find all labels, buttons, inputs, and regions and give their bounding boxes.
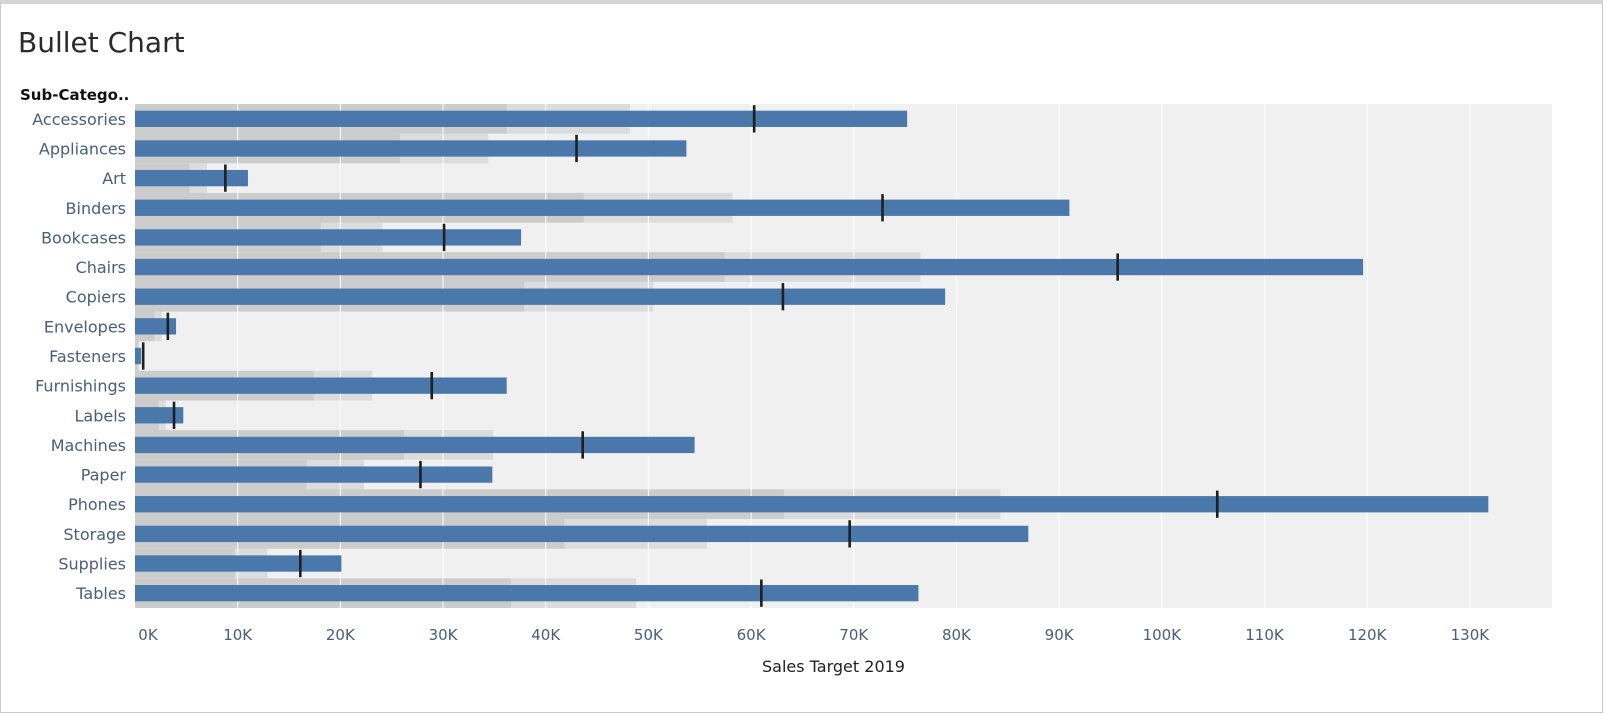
x-tick-label: 50K — [634, 626, 664, 644]
category-label: Labels — [75, 406, 127, 425]
x-tick-label: 10K — [223, 626, 253, 644]
x-tick-label: 130K — [1451, 626, 1491, 644]
bar-supplies — [135, 555, 342, 572]
x-tick-label: 0K — [138, 626, 159, 644]
chart-title: Bullet Chart — [18, 26, 185, 59]
category-label: Storage — [63, 525, 126, 544]
x-tick-label: 100K — [1143, 626, 1183, 644]
x-tick-label: 70K — [839, 626, 869, 644]
x-tick-label: 30K — [429, 626, 459, 644]
x-tick-label: 80K — [942, 626, 972, 644]
x-tick-label: 40K — [531, 626, 561, 644]
category-label: Chairs — [76, 258, 126, 277]
category-label: Copiers — [66, 288, 126, 307]
category-label: Appliances — [39, 139, 126, 158]
x-tick-label: 90K — [1045, 626, 1075, 644]
bar-appliances — [135, 140, 687, 157]
bar-chairs — [135, 258, 1364, 276]
category-label: Envelopes — [44, 317, 126, 336]
category-label: Supplies — [58, 555, 126, 574]
row-header: Sub-Catego.. — [20, 86, 130, 104]
category-label: Accessories — [32, 110, 126, 129]
bar-fasteners — [135, 347, 142, 365]
x-tick-label: 110K — [1245, 626, 1285, 644]
bar-envelopes — [135, 318, 177, 335]
x-tick-label: 120K — [1348, 626, 1388, 644]
bar-bookcases — [135, 229, 522, 246]
category-label: Tables — [75, 584, 126, 603]
category-label: Phones — [68, 495, 126, 514]
bar-copiers — [135, 288, 946, 305]
category-label: Paper — [81, 466, 127, 485]
category-label: Furnishings — [35, 377, 126, 396]
bar-accessories — [135, 110, 908, 127]
bar-binders — [135, 199, 1070, 216]
category-label: Art — [102, 169, 126, 188]
bar-paper — [135, 466, 493, 483]
x-tick-label: 60K — [737, 626, 767, 644]
category-label: Bookcases — [41, 228, 126, 247]
bar-art — [135, 169, 248, 187]
category-label: Binders — [66, 199, 126, 218]
bar-tables — [135, 585, 919, 602]
bar-storage — [135, 525, 1029, 543]
bar-phones — [135, 496, 1489, 513]
category-label: Machines — [51, 436, 126, 455]
x-axis-title: Sales Target 2019 — [762, 657, 905, 676]
bar-machines — [135, 436, 695, 454]
bar-labels — [135, 407, 184, 424]
bar-furnishings — [135, 377, 507, 394]
x-tick-label: 20K — [326, 626, 356, 644]
category-label: Fasteners — [49, 347, 126, 366]
